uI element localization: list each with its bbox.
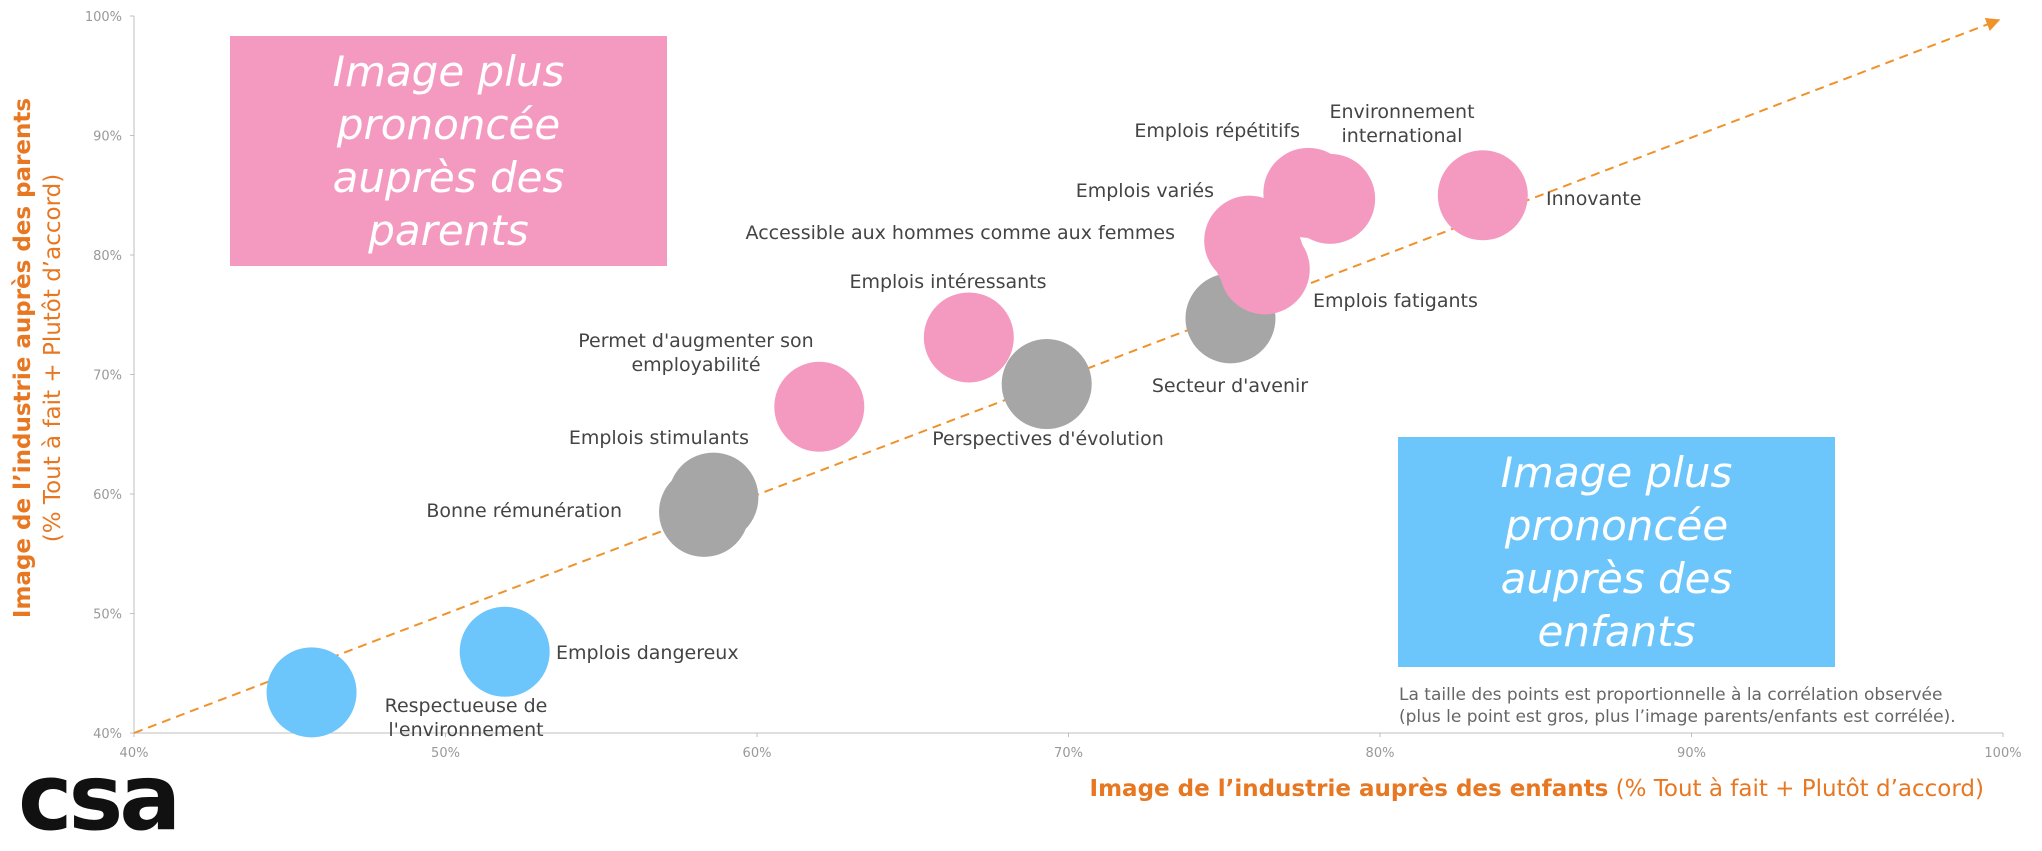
annotation-box: Image plus prononcée auprès des parents (230, 36, 667, 266)
point-label: Emplois fatigants (1313, 290, 1478, 312)
point-label-line: Secteur d'avenir (1152, 375, 1308, 397)
bubble (459, 606, 550, 697)
point-label: Emplois dangereux (556, 642, 739, 664)
y-tick-label: 80% (93, 249, 122, 264)
y-tick-label: 100% (85, 10, 122, 25)
point-label: Emplois variés (1076, 180, 1214, 202)
x-axis-title-main: Image de l’industrie auprès des enfants (1089, 776, 1609, 802)
point-label: Bonne rémunération (426, 500, 622, 522)
point-label-line: Innovante (1546, 188, 1641, 210)
annotation-box: Image plus prononcée auprès des enfants (1398, 437, 1835, 667)
y-tick-label: 60% (93, 488, 122, 503)
point-label: Secteur d'avenir (1152, 375, 1308, 397)
bubble (1285, 153, 1376, 244)
x-tick-label: 50% (431, 746, 460, 761)
page: 40% 50% 60% 70% 80% 90% 100% 40% 50% 60% 70% 80% 90%… (8, 10, 2022, 844)
bubble (774, 361, 865, 452)
note-line: La taille des points est proportionnelle… (1399, 685, 1943, 705)
bubble (1437, 150, 1528, 241)
x-tick-label: 70% (1054, 746, 1083, 761)
point-label: Respectueuse de l'environnement (385, 695, 548, 741)
point-label-line: Emplois variés (1076, 180, 1214, 202)
point-label-line: Accessible aux hommes comme aux femmes (746, 222, 1175, 244)
annotation-text: Image plus prononcée auprès des parents (332, 47, 565, 255)
y-tick-label: 70% (93, 369, 122, 384)
point-label-line: Emplois intéressants (849, 271, 1046, 293)
x-tick-label: 40% (120, 746, 149, 761)
point-label-line: Emplois répétitifs (1134, 120, 1300, 142)
point-label: Environnement international (1329, 101, 1474, 147)
point-label-line: Emplois fatigants (1313, 290, 1478, 312)
point-label: Emplois intéressants (849, 271, 1046, 293)
x-axis-title-detail: (% Tout à fait + Plutôt d’accord) (1615, 776, 1984, 802)
x-tick-label: 60% (743, 746, 772, 761)
point-label-line: Emplois dangereux (556, 642, 739, 664)
x-tick-label: 80% (1366, 746, 1395, 761)
point-label: Permet d'augmenter son employabilité (578, 330, 813, 376)
point-label-line: Permet d'augmenter son (578, 330, 813, 352)
point-label-line: Perspectives d'évolution (932, 428, 1164, 450)
bubble (1001, 339, 1092, 430)
point-label-line: Environnement (1329, 101, 1474, 123)
note-line: (plus le point est gros, plus l’image pa… (1399, 707, 1956, 727)
point-label-line: Emplois stimulants (569, 427, 749, 449)
y-tick-label: 90% (93, 130, 122, 145)
point-label: Accessible aux hommes comme aux femmes (746, 222, 1175, 244)
point-label-line: employabilité (631, 354, 760, 376)
point-label: Emplois répétitifs (1134, 120, 1300, 142)
point-label: Perspectives d'évolution (932, 428, 1164, 450)
chart: 40% 50% 60% 70% 80% 90% 100% 40% 50% 60% 70% 80% 90%… (85, 10, 2022, 761)
note: La taille des points est proportionnelle… (1399, 684, 1956, 728)
x-tick-label: 100% (1984, 746, 2021, 761)
point-label-line: l'environnement (388, 719, 543, 741)
annotation-text: Image plus prononcée auprès des enfants (1500, 448, 1733, 656)
point-label: Innovante (1546, 188, 1641, 210)
point-label-line: Bonne rémunération (426, 500, 622, 522)
logo: csa (18, 744, 181, 851)
point-label: Emplois stimulants (569, 427, 749, 449)
point-label-line: Respectueuse de (385, 695, 548, 717)
point-label-line: international (1342, 125, 1463, 147)
y-tick-label: 40% (93, 727, 122, 742)
bubble (923, 292, 1014, 383)
bubble (668, 452, 759, 543)
y-axis-title: Image de l’industrie auprès des parents(… (8, 98, 68, 618)
x-axis-title: Image de l’industrie auprès des enfants … (1090, 776, 1984, 802)
y-axis-title-detail: (% Tout à fait + Plutôt d’accord) (40, 173, 66, 543)
x-tick-label: 90% (1677, 746, 1706, 761)
y-tick-label: 50% (93, 608, 122, 623)
y-axis-title-main: Image de l’industrie auprès des parents (10, 97, 36, 619)
bubble (266, 647, 357, 738)
